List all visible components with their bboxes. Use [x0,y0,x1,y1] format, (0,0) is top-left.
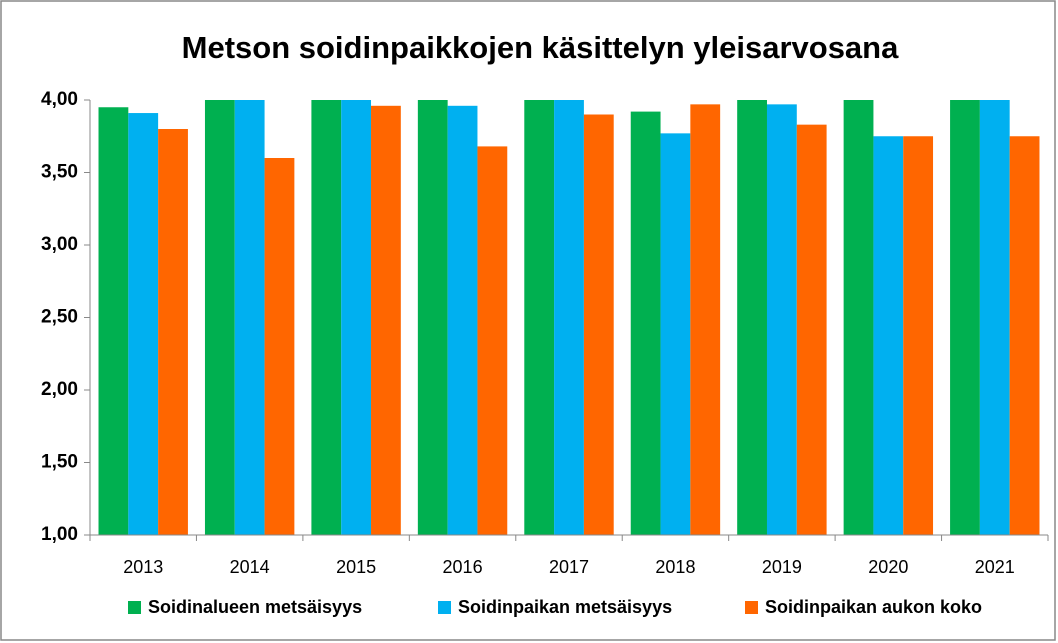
x-tick-label: 2015 [336,557,376,577]
legend-swatch [438,601,451,614]
bar [660,133,691,535]
x-tick-label: 2021 [975,557,1015,577]
bar [204,100,235,535]
legend-label: Soidinpaikan metsäisyys [458,597,672,617]
bar [371,105,401,536]
y-tick-label: 1,00 [41,524,78,545]
x-tick-label: 2017 [549,557,589,577]
y-tick-label: 2,50 [41,307,78,328]
bar [737,100,767,535]
bar [264,158,295,535]
bar [417,100,448,535]
bar [524,100,555,535]
bar [903,136,934,535]
x-tick-label: 2020 [868,557,908,577]
bar [979,100,1010,535]
bar [843,100,874,535]
bar [950,100,980,535]
bar [447,105,478,536]
x-tick-label: 2013 [123,557,163,577]
x-tick-label: 2014 [230,557,270,577]
legend-swatch [745,601,758,614]
bar [583,114,614,535]
y-tick-label: 3,50 [41,162,78,183]
bar [873,136,904,535]
legend-label: Soidinalueen metsäisyys [148,597,362,617]
y-tick-label: 3,00 [41,234,78,255]
bar [128,113,159,536]
x-tick-label: 2016 [443,557,483,577]
bar [234,100,265,535]
bar [341,100,372,535]
chart-title: Metson soidinpaikkojen käsittelyn yleisa… [182,30,899,65]
bar [1009,136,1040,535]
bar [796,124,827,536]
bar [630,111,661,535]
bar [311,100,342,535]
bar [158,129,188,535]
bar [98,107,129,535]
legend-swatch [128,601,141,614]
bar [690,104,721,535]
y-tick-label: 1,50 [41,452,78,473]
x-tick-label: 2019 [762,557,802,577]
legend-label: Soidinpaikan aukon koko [765,597,982,617]
x-tick-label: 2018 [655,557,695,577]
y-tick-label: 2,00 [41,379,78,400]
bar [766,104,797,535]
bar [554,100,584,535]
y-tick-label: 4,00 [41,89,78,110]
bar [477,146,508,535]
